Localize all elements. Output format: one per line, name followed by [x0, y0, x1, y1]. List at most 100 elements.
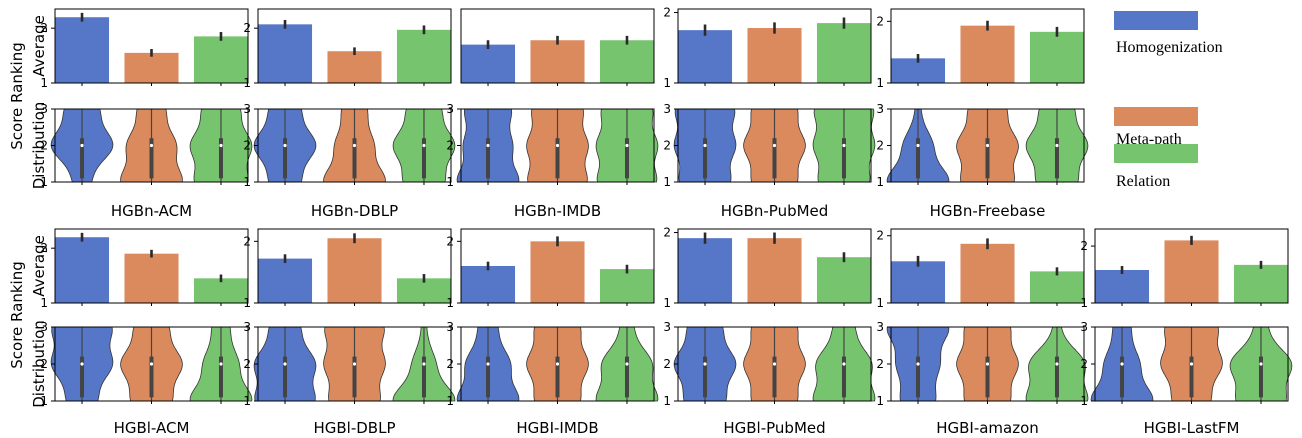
y-tick-label: 2: [1080, 357, 1088, 371]
violin-median: [422, 362, 426, 366]
violin-median: [80, 143, 84, 148]
violin-median: [486, 143, 490, 148]
legend-label: Homogenization: [1116, 39, 1223, 56]
y-tick-label: 1: [40, 296, 48, 310]
y-tick-label: 1: [663, 76, 671, 90]
row-label: Average: [30, 15, 48, 77]
violin-median: [772, 362, 777, 366]
row-label: Distribution: [30, 102, 48, 190]
y-tick-label: 2: [40, 241, 48, 255]
bar: [327, 51, 382, 83]
violin-median: [283, 143, 287, 148]
chart-panel: 1 2 1 2 3 HGBn-ACM: [40, 8, 253, 220]
bar: [193, 278, 248, 303]
panel-title: HGBn-Freebase: [930, 202, 1046, 220]
y-tick-label: 3: [876, 102, 884, 116]
bar: [960, 243, 1015, 303]
y-tick-label: 3: [40, 102, 48, 116]
chart-panel: 1 2 1 2 3 HGBl-ACM: [40, 228, 253, 437]
legend-swatch: [1114, 107, 1198, 126]
legend-label: Relation: [1116, 173, 1170, 190]
y-tick-label: 1: [243, 394, 251, 408]
row-label: Average: [30, 235, 48, 297]
panel-title: HGBI-amazon: [936, 419, 1039, 437]
y-tick-label: 1: [40, 175, 48, 189]
violin-median: [486, 362, 490, 366]
y-tick-label: 2: [243, 357, 251, 371]
violin-median: [149, 143, 154, 148]
y-tick-label: 2: [876, 139, 884, 153]
violin-median: [842, 362, 846, 366]
violin-median: [352, 362, 357, 366]
chart-panel: 1 2 1 2 3 HGBn-PubMed: [663, 6, 876, 220]
bar: [396, 29, 451, 84]
violin-median: [916, 143, 920, 148]
bar: [1029, 271, 1084, 303]
bar: [1233, 264, 1288, 303]
chart-panel: 1 2 1 2 3 HGBn-DBLP: [243, 8, 456, 220]
legend-label: Meta-path: [1116, 131, 1182, 148]
y-tick-label: 1: [876, 394, 884, 408]
y-tick-label: 2: [663, 226, 671, 240]
violin-median: [219, 362, 223, 366]
legend-swatch: [1114, 11, 1198, 30]
bar: [461, 44, 516, 83]
y-tick-label: 3: [446, 320, 454, 334]
y-tick-label: 3: [40, 320, 48, 334]
y-tick-label: 2: [243, 21, 251, 35]
legend-entry: Homogenization: [1114, 11, 1223, 56]
bar: [1164, 240, 1219, 303]
bar: [816, 23, 871, 83]
y-tick-label: 2: [243, 234, 251, 248]
violin-median: [916, 362, 920, 366]
y-tick-label: 3: [663, 320, 671, 334]
bar: [747, 238, 802, 303]
bar: [193, 36, 248, 83]
y-tick-label: 2: [876, 357, 884, 371]
y-tick-label: 2: [663, 139, 671, 153]
y-tick-label: 1: [1080, 296, 1088, 310]
chart-panel: 1 2 1 2 3 HGBn-Freebase: [876, 8, 1089, 220]
y-tick-label: 1: [243, 296, 251, 310]
bar: [124, 253, 179, 303]
violin-median: [1259, 362, 1263, 366]
violin-median: [985, 143, 990, 148]
y-tick-label: 1: [876, 175, 884, 189]
violin-median: [149, 362, 154, 366]
violin-median: [625, 362, 629, 366]
violin-median: [985, 362, 990, 366]
violin-median: [1189, 362, 1194, 366]
chart-panel: 1 2 1 2 3 HGBl-DBLP: [243, 228, 456, 437]
violin-median: [219, 143, 223, 148]
panel-title: HGBI-IMDB: [516, 419, 598, 437]
bar: [678, 30, 733, 83]
y-tick-label: 3: [446, 102, 454, 116]
bar: [530, 40, 585, 83]
y-tick-label: 2: [876, 14, 884, 28]
y-tick-label: 1: [40, 394, 48, 408]
chart-panel: 1 2 1 2 3 HGBI-LastFM: [1080, 228, 1293, 437]
y-tick-label: 1: [876, 76, 884, 90]
violin-median: [703, 143, 707, 148]
chart-panel: 1 2 1 2 3 HGBI-IMDB: [446, 228, 659, 437]
y-tick-label: 1: [446, 296, 454, 310]
violin-median: [80, 362, 84, 366]
violin-median: [1120, 362, 1124, 366]
bar: [55, 17, 110, 83]
y-tick-label: 1: [663, 394, 671, 408]
y-tick-label: 1: [1080, 394, 1088, 408]
violin-median: [703, 362, 707, 366]
y-tick-label: 2: [40, 21, 48, 35]
violin-median: [352, 143, 357, 148]
y-tick-label: 1: [40, 76, 48, 90]
bar: [891, 261, 946, 303]
y-tick-label: 2: [663, 357, 671, 371]
panel-title: HGBn-IMDB: [514, 202, 601, 220]
y-tick-label: 3: [663, 102, 671, 116]
y-tick-label: 2: [40, 357, 48, 371]
y-tick-label: 1: [876, 296, 884, 310]
bar: [55, 237, 110, 303]
bar: [258, 24, 313, 83]
bar: [1095, 269, 1150, 303]
